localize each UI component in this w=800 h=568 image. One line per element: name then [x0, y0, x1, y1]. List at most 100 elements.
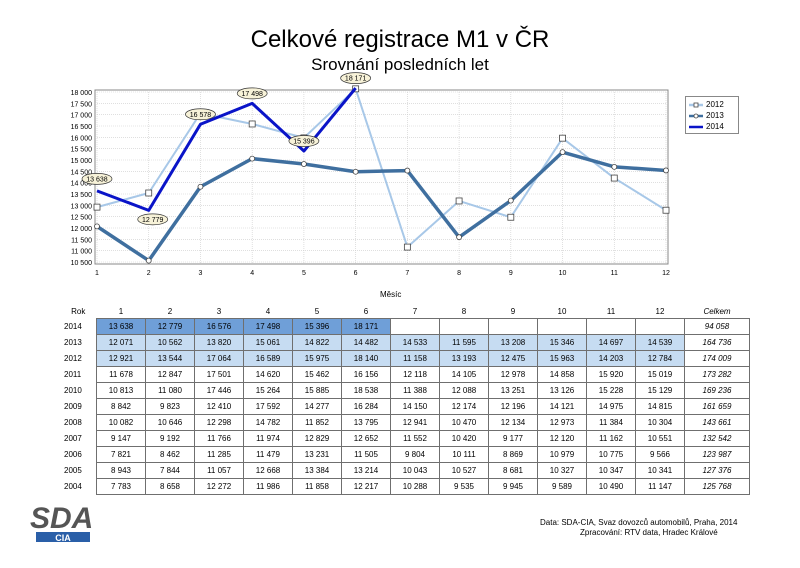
table-cell: 16 589 [243, 350, 293, 367]
row-year: 2007 [64, 434, 82, 443]
table-cell: 17 592 [243, 398, 293, 415]
table-cell: 12 088 [439, 382, 489, 399]
data-point-2012 [93, 203, 101, 211]
table-cell: 7 783 [96, 478, 146, 495]
table-cell: 7 821 [96, 446, 146, 463]
row-year: 2006 [64, 450, 82, 459]
table-cell: 15 885 [292, 382, 342, 399]
table-cell: 12 779 [145, 318, 195, 335]
table-row: 2013 12 071 10 562 13 820 15 061 14 822 14 482… [60, 334, 750, 351]
x-tick-label: 6 [354, 270, 358, 277]
legend-item: 2013 [689, 110, 735, 121]
column-header: Celkem [703, 306, 731, 316]
table-cell: 13 208 [488, 334, 538, 351]
plot-area [94, 89, 669, 265]
table-cell: 17 498 [243, 318, 293, 335]
table-cell: 12 941 [390, 414, 440, 431]
row-total: 125 768 [684, 478, 750, 495]
legend-label: 2014 [706, 122, 724, 131]
table-cell: 13 214 [341, 462, 391, 479]
y-tick-label: 16 500 [71, 124, 93, 131]
table-cell: 12 272 [194, 478, 244, 495]
data-label: 18 171 [345, 76, 367, 83]
table-cell: 11 384 [586, 414, 636, 431]
row-year: 2010 [64, 386, 82, 395]
table-cell: 13 126 [537, 382, 587, 399]
table-cell: 12 217 [341, 478, 391, 495]
table-cell: 13 251 [488, 382, 538, 399]
row-total: 174 009 [684, 350, 750, 367]
y-tick-label: 12 500 [71, 215, 93, 222]
chart-legend: 2012 2013 2014 [685, 96, 739, 134]
row-year: 2008 [64, 418, 82, 427]
table-cell: 14 539 [635, 334, 685, 351]
data-label-bubble [236, 87, 268, 100]
table-cell: 11 285 [194, 446, 244, 463]
x-tick-label: 8 [457, 270, 461, 277]
chart-subtitle: Srovnání posledních let [311, 55, 489, 74]
sda-cia-logo: SDA CIA [30, 502, 92, 543]
data-point-2013 [663, 167, 669, 174]
column-header: 12 [655, 306, 665, 316]
y-tick-label: 11 000 [71, 249, 92, 256]
data-point-2013 [404, 167, 411, 174]
table-cell: 12 118 [390, 366, 440, 383]
table-cell: 8 869 [488, 446, 538, 463]
column-header: 2 [167, 306, 173, 316]
y-tick-label: 15 500 [71, 147, 93, 154]
table-row: 2004 7 783 8 658 12 272 11 986 11 858 12 217 10… [60, 478, 750, 495]
table-cell: 18 140 [341, 350, 391, 367]
table-cell: 8 842 [96, 398, 146, 415]
row-year: 2011 [64, 370, 82, 379]
table-cell: 10 979 [537, 446, 587, 463]
table-cell: 11 147 [635, 478, 685, 495]
table-cell: 9 823 [145, 398, 195, 415]
y-tick-label: 14 500 [71, 169, 93, 176]
table-cell: 15 129 [635, 382, 685, 399]
data-point-2013 [559, 149, 566, 156]
y-tick-label: 17 500 [71, 101, 93, 108]
data-point-2013 [301, 161, 307, 167]
series-line-2013 [96, 150, 667, 263]
row-total: 161 659 [684, 398, 750, 415]
logo-main-text: SDA [30, 502, 92, 535]
table-cell: 15 462 [292, 366, 342, 383]
table-cell: 11 986 [243, 478, 293, 495]
row-total: 132 542 [684, 430, 750, 447]
table-cell: 8 943 [96, 462, 146, 479]
table-cell: 12 829 [292, 430, 342, 447]
data-point-2012 [145, 189, 153, 197]
table-cell: 10 327 [537, 462, 587, 479]
table-row: 2012 12 921 13 544 17 064 16 589 15 975 18 140… [60, 350, 750, 367]
table-cell: 10 775 [586, 446, 636, 463]
data-point-2013 [197, 183, 204, 190]
table-cell: 9 945 [488, 478, 538, 495]
table-cell: 14 858 [537, 366, 587, 383]
data-label-bubble [340, 72, 371, 84]
table-cell: 9 566 [635, 446, 685, 463]
row-year: 2012 [64, 354, 82, 363]
chart-title: Celkové registrace M1 v ČR [250, 26, 550, 53]
column-header: 11 [606, 306, 616, 316]
table-cell: 15 264 [243, 382, 293, 399]
column-header: 8 [461, 306, 467, 316]
legend-label: 2013 [706, 111, 724, 120]
data-point-2013 [94, 223, 100, 230]
data-label-bubble [81, 173, 113, 185]
table-cell [439, 318, 489, 335]
table-cell: 10 646 [145, 414, 195, 431]
data-label: 16 578 [190, 112, 212, 119]
table-cell: 11 479 [243, 446, 293, 463]
table-cell: 12 978 [488, 366, 538, 383]
data-point-2012 [455, 197, 463, 205]
table-cell: 9 147 [96, 430, 146, 447]
table-cell: 15 975 [292, 350, 342, 367]
data-point-2013 [611, 163, 618, 170]
table-row: 2008 10 082 10 646 12 298 14 782 11 852 13 795… [60, 414, 750, 431]
x-axis-label: Měsíc [380, 290, 402, 299]
table-cell: 10 470 [439, 414, 489, 431]
table-cell: 9 589 [537, 478, 587, 495]
column-header: 1 [118, 306, 124, 316]
table-cell: 17 064 [194, 350, 244, 367]
